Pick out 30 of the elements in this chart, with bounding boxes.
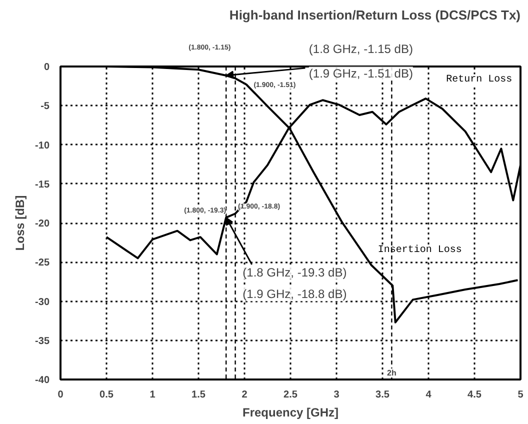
y-axis-title: Loss [dB] — [13, 195, 28, 251]
annotation: (1.9 GHz, -1.51 dB) — [308, 66, 413, 81]
y-tick-label: -5 — [40, 101, 50, 112]
x-tick-label: 5 — [518, 390, 524, 400]
y-tick-label: -35 — [35, 336, 50, 347]
x-tick-label: 1 — [150, 390, 156, 400]
series-label: Insertion Loss — [378, 244, 462, 256]
x-tick-label: 0.5 — [100, 390, 114, 400]
x-tick-label: 2 — [242, 390, 248, 400]
x-tick-label: 4.5 — [468, 390, 482, 400]
y-tick-label: -20 — [35, 218, 50, 230]
x-tick-label: 2.5 — [284, 390, 298, 400]
y-tick-label: -15 — [35, 179, 50, 190]
annotation: (1.8 GHz, -1.15 dB) — [308, 42, 413, 56]
x-tick-label: 1.5 — [192, 390, 206, 400]
y-tick-label: 0 — [44, 62, 50, 73]
x-tick-label: 0 — [58, 390, 64, 400]
ref-line-label: 2h — [387, 368, 396, 378]
y-tick-label: -40 — [35, 375, 50, 386]
text: Return Loss — [446, 74, 512, 86]
x-axis-title: Frequency [GHz] — [242, 406, 339, 420]
y-tick-label: -10 — [35, 140, 50, 152]
x-tick-label: 4 — [426, 390, 432, 400]
annotation: (1.9 GHz, -18.8 dB) — [242, 287, 347, 302]
y-tick-label: -30 — [35, 296, 50, 308]
chart-title: High-band Insertion/Return Loss (DCS/PCS Tx) — [229, 8, 521, 22]
y-tick-label: -25 — [35, 258, 50, 269]
x-tick-label: 3.5 — [376, 390, 390, 400]
x-tick-label: 3 — [334, 390, 340, 400]
annotation: (1.8 GHz, -19.3 dB) — [242, 265, 347, 280]
